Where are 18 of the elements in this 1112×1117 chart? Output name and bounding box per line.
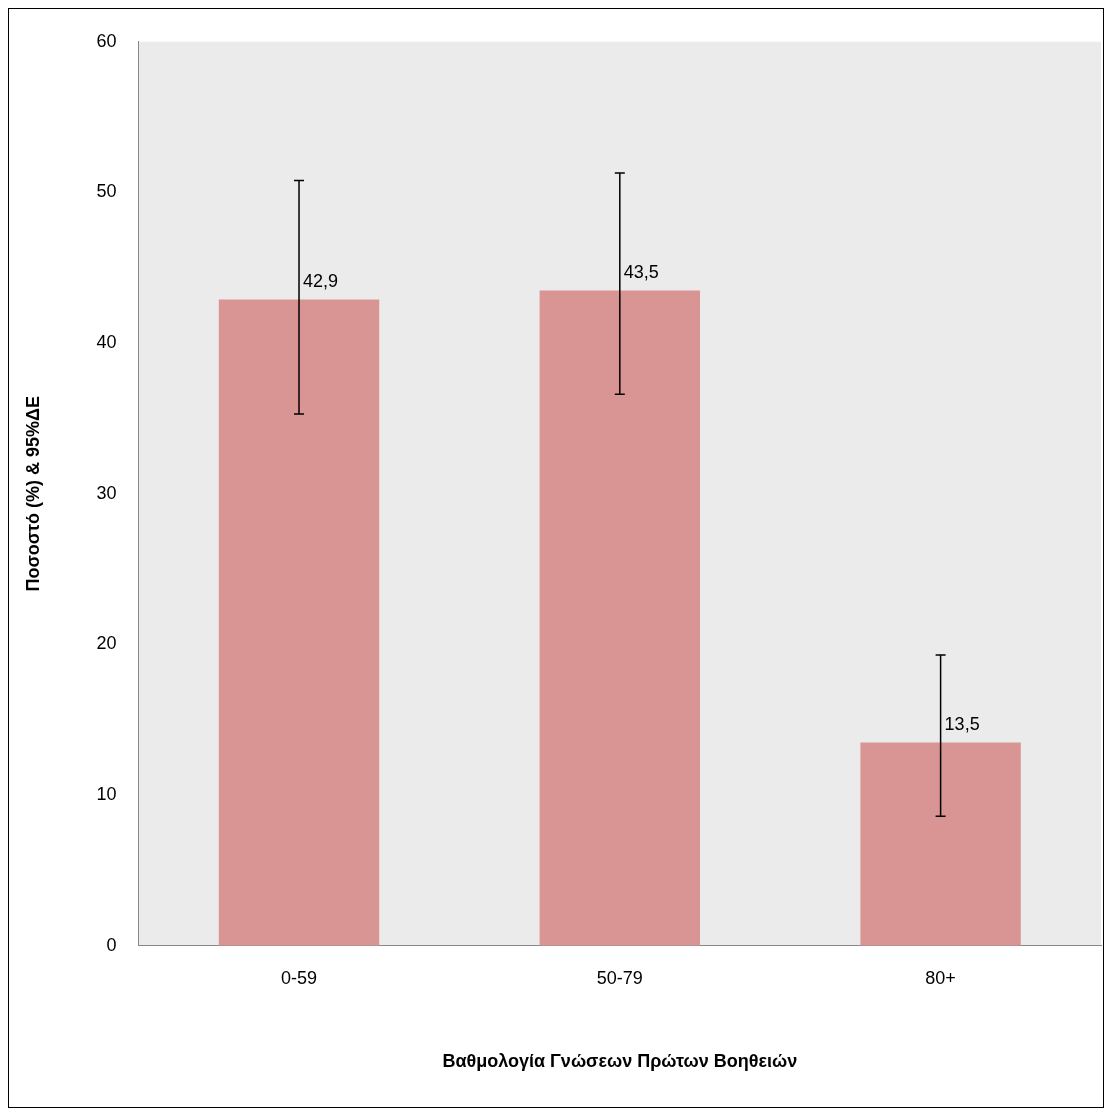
x-tick-label: 0-59 [281, 967, 318, 988]
y-tick-label: 10 [96, 784, 117, 805]
bar [539, 290, 701, 946]
data-label: 13,5 [944, 714, 980, 735]
y-tick-label: 20 [96, 633, 117, 654]
x-axis-title: Βαθμολογία Γνώσεων Πρώτων Βοηθειών [442, 1051, 798, 1072]
x-tick-label: 50-79 [596, 967, 643, 988]
y-tick-label: 50 [96, 181, 117, 202]
y-axis-title: Ποσοστό (%) & 95%ΔΕ [22, 396, 43, 592]
data-label: 42,9 [303, 271, 339, 292]
y-tick-label: 60 [96, 30, 117, 51]
y-tick-label: 40 [96, 332, 117, 353]
y-tick-label: 30 [96, 482, 117, 503]
bar [860, 742, 1021, 946]
x-tick-label: 80+ [925, 967, 956, 988]
bar [218, 299, 380, 946]
y-tick-label: 0 [106, 934, 117, 955]
data-label: 43,5 [623, 262, 659, 283]
